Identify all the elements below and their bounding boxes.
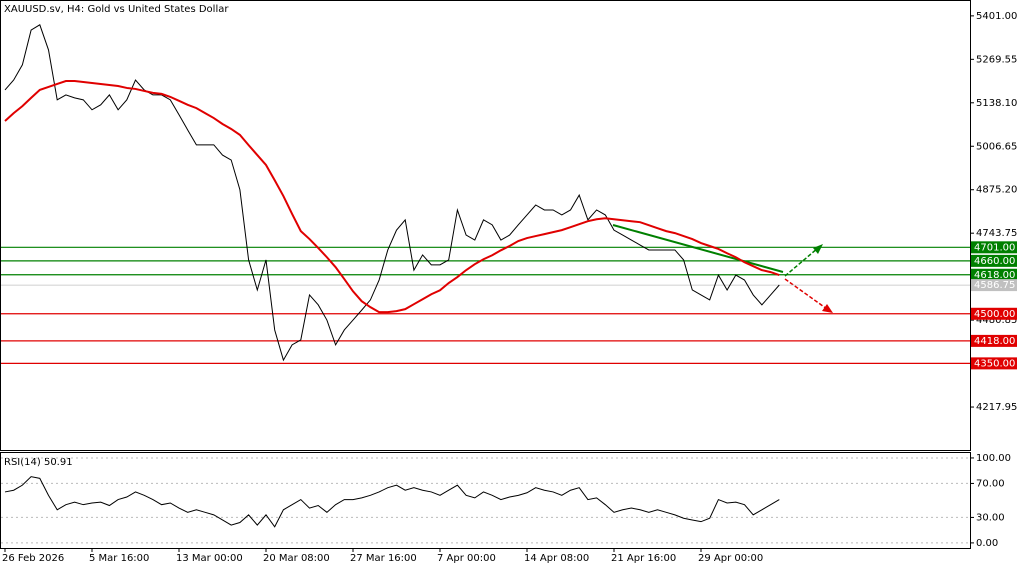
main-frame: [0, 0, 971, 451]
level-tag: 4660.00: [971, 254, 1017, 267]
y-tick-label: 4217.95: [976, 402, 1017, 413]
level-tag-label: 4500.00: [974, 309, 1015, 320]
level-tag-box: [971, 254, 1017, 267]
x-tick-label: 29 Apr 00:00: [698, 553, 763, 564]
bull-arrow-head: [813, 244, 823, 254]
y-tick-label: 0.00: [976, 538, 998, 549]
level-tag: 4500.00: [971, 307, 1017, 320]
y-tick-label: 30.00: [976, 512, 1005, 523]
series-line: [4, 476, 780, 528]
level-tag-box: [971, 241, 1017, 254]
y-tick-label: 5138.10: [976, 98, 1017, 109]
level-tag: 4350.00: [971, 357, 1017, 370]
rsi-frame: [0, 452, 971, 549]
x-tick-label: 13 Mar 00:00: [176, 553, 243, 564]
x-tick-label: 26 Feb 2026: [2, 553, 64, 564]
bear-arrow: [784, 278, 828, 310]
level-tag: 4418.00: [971, 334, 1017, 347]
y-tick-label: 70.00: [976, 478, 1005, 489]
y-tick-label: 5269.55: [976, 54, 1017, 65]
level-tag: 4701.00: [971, 241, 1017, 254]
level-tag-label: 4618.00: [974, 270, 1015, 281]
series-line: [4, 24, 780, 362]
level-tag-box: [971, 307, 1017, 320]
level-tag-label: 4660.00: [974, 256, 1015, 267]
y-tick-label: 5006.65: [976, 141, 1017, 152]
y-tick-label: 4743.75: [976, 228, 1017, 239]
trend-line: [612, 224, 784, 273]
y-tick-label: 100.00: [976, 453, 1011, 464]
level-tag-label: 4350.00: [974, 358, 1015, 369]
bear-arrow-head: [822, 304, 833, 313]
y-tick-label: 4875.20: [976, 185, 1017, 196]
series-line: [4, 80, 780, 314]
last-price-tag: 4586.75: [971, 279, 1017, 292]
level-tag-box: [971, 334, 1017, 347]
last-price-box: [971, 279, 1017, 292]
bull-arrow: [784, 247, 819, 277]
level-tag-box: [971, 268, 1017, 281]
x-tick-label: 21 Apr 16:00: [611, 553, 676, 564]
level-tag-box: [971, 357, 1017, 370]
last-price-label: 4586.75: [974, 280, 1015, 291]
x-tick-label: 7 Apr 00:00: [437, 553, 496, 564]
x-tick-label: 20 Mar 08:00: [263, 553, 330, 564]
y-tick-label: 4480.85: [976, 315, 1017, 326]
x-tick-label: 27 Mar 16:00: [350, 553, 417, 564]
x-tick-label: 14 Apr 08:00: [524, 553, 589, 564]
x-tick-label: 5 Mar 16:00: [89, 553, 149, 564]
rsi-title: RSI(14) 50.91: [4, 457, 73, 468]
level-tag-label: 4418.00: [974, 336, 1015, 347]
level-tag: 4618.00: [971, 268, 1017, 281]
level-tag-label: 4701.00: [974, 242, 1015, 253]
chart-title: XAUUSD.sv, H4: Gold vs United States Dol…: [4, 4, 229, 15]
y-tick-label: 5401.00: [976, 11, 1017, 22]
